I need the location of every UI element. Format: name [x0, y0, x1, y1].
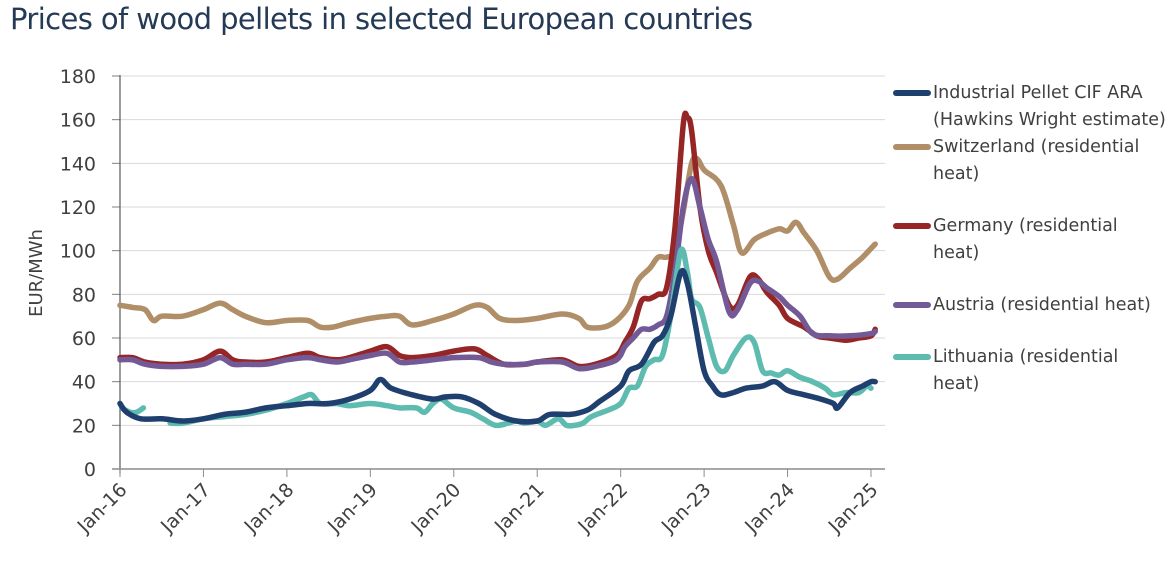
x-tick-label: Jan-17	[156, 479, 215, 538]
chart-title: Prices of wood pellets in selected Europ…	[10, 2, 753, 36]
legend-item: Lithuania (residential heat)	[893, 344, 1168, 398]
y-axis: 0 20 40 60 80 100 120 140 160 180	[60, 66, 121, 481]
series-lines	[117, 110, 878, 429]
legend-swatch	[893, 302, 931, 308]
y-tick-label: 140	[60, 153, 96, 175]
legend-swatch	[893, 90, 931, 96]
legend-label: Lithuania (residential heat)	[933, 347, 1119, 394]
y-tick-label: 120	[60, 197, 96, 219]
legend-swatch	[893, 354, 931, 360]
legend-label: Switzerland (residential heat)	[933, 137, 1140, 184]
legend-label: Austria (residential heat)	[933, 295, 1151, 315]
x-tick-label: Jan-25	[824, 479, 883, 538]
x-tick-label: Jan-21	[490, 479, 549, 538]
legend-item: Germany (residential heat)	[893, 213, 1168, 267]
x-tick-label: Jan-16	[73, 479, 132, 538]
y-axis-title: EUR/MWh	[26, 229, 47, 317]
legend-swatch	[893, 223, 931, 229]
legend: Industrial Pellet CIF ARA (Hawkins Wrigh…	[893, 80, 1168, 398]
series-line-switzerland	[117, 154, 878, 331]
legend-label: Industrial Pellet CIF ARA (Hawkins Wrigh…	[933, 83, 1166, 130]
y-tick-label: 180	[60, 66, 96, 88]
x-axis: Jan-16 Jan-17 Jan-18 Jan-19 Jan-20 Jan-21 Jan-…	[73, 468, 885, 538]
legend-item: Austria (residential heat)	[893, 292, 1168, 319]
legend-item: Switzerland (residential heat)	[893, 134, 1168, 188]
y-tick-label: 100	[60, 241, 96, 263]
series-line-austria	[117, 175, 878, 372]
x-tick-label: Jan-24	[740, 479, 799, 538]
legend-swatch	[893, 144, 931, 150]
series-line-germany	[117, 110, 878, 370]
x-tick-label: Jan-23	[657, 479, 716, 538]
y-tick-label: 160	[60, 110, 96, 132]
y-tick-label: 20	[72, 415, 96, 437]
legend-item: Industrial Pellet CIF ARA (Hawkins Wrigh…	[893, 80, 1168, 134]
legend-label: Germany (residential heat)	[933, 216, 1118, 263]
y-tick-label: 80	[72, 284, 96, 306]
y-tick-label: 60	[72, 328, 96, 350]
series-line-industrial-pellet	[117, 267, 878, 425]
x-tick-label: Jan-22	[573, 479, 632, 538]
x-tick-label: Jan-19	[323, 479, 382, 538]
y-tick-label: 40	[72, 372, 96, 394]
x-tick-label: Jan-20	[406, 479, 465, 538]
gridlines	[120, 75, 885, 426]
x-tick-label: Jan-18	[240, 479, 299, 538]
y-tick-label: 0	[84, 459, 96, 481]
